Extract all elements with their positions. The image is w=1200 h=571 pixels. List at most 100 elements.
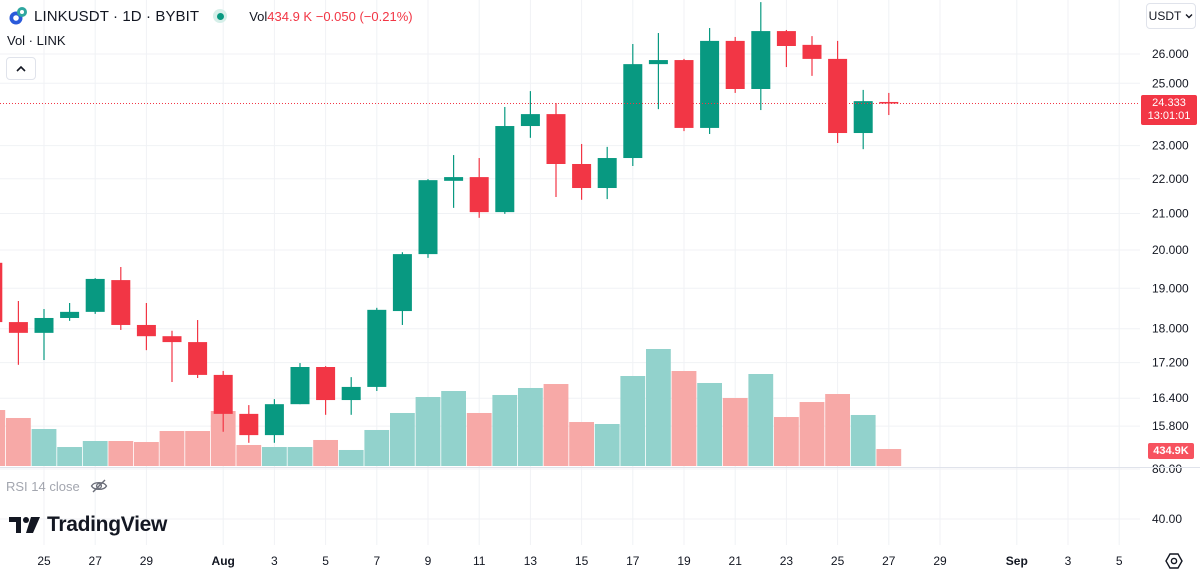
time-tick-label: 27 [89, 554, 103, 568]
candle-body [648, 60, 668, 65]
candle-body [418, 180, 438, 255]
rsi-tick-label: 40.00 [1152, 512, 1182, 526]
price-tick-label: 16.400 [1152, 391, 1189, 405]
time-tick-label: 5 [1116, 554, 1123, 568]
volume-bar [6, 417, 31, 466]
volume-bar [441, 391, 466, 466]
candle-body [392, 254, 412, 312]
candle-body [162, 336, 182, 343]
volume-bar [364, 429, 390, 466]
tradingview-logo[interactable]: TradingView [9, 513, 167, 537]
candle-body [469, 177, 489, 213]
time-tick-label: Sep [1006, 554, 1028, 568]
candle-body [674, 60, 694, 128]
volume-bar [620, 376, 646, 466]
bar-countdown: 13:01:01 [1147, 110, 1191, 122]
volume-bar [774, 417, 799, 466]
time-tick-label: 29 [140, 554, 154, 568]
time-tick-label: 3 [1065, 554, 1072, 568]
time-tick-label: 5 [322, 554, 329, 568]
volume-bar [338, 449, 364, 466]
volume-bar [313, 439, 338, 466]
volume-bar [697, 382, 722, 466]
time-tick-label: 27 [882, 554, 896, 568]
market-open-status-icon [213, 9, 228, 23]
time-tick-label: 19 [677, 554, 691, 568]
volume-bar [31, 429, 57, 466]
time-tick-label: 21 [729, 554, 743, 568]
price-tick-label: 15.800 [1152, 419, 1189, 433]
candle-body [316, 367, 336, 401]
time-tick-label: 25 [37, 554, 51, 568]
candle-body [597, 158, 617, 189]
rsi-legend: RSI 14 close [6, 478, 108, 494]
volume-bar [876, 449, 902, 466]
time-tick-label: 29 [933, 554, 947, 568]
tradingview-mark-icon [9, 517, 40, 533]
volume-bar [0, 410, 6, 466]
volume-bar [287, 447, 313, 466]
time-tick-label: 9 [425, 554, 432, 568]
candle-body [520, 114, 540, 127]
candle-body [776, 31, 796, 46]
candle-body [8, 322, 28, 333]
time-tick-label: Aug [212, 554, 235, 568]
price-change: −0.050 (−0.21%) [315, 8, 413, 24]
last-price-value: 24.333 [1152, 97, 1186, 109]
time-tick-label: 7 [373, 554, 380, 568]
time-tick-label: 3 [271, 554, 278, 568]
volume-bar [159, 431, 185, 466]
rsi-tick-label: 80.00 [1152, 462, 1182, 476]
candle-body [213, 374, 233, 414]
chevron-up-icon [16, 65, 26, 72]
candle-body [572, 163, 592, 189]
candle-body [341, 386, 361, 401]
volume-bar [82, 441, 108, 466]
candle-body [188, 342, 208, 375]
candle-body [802, 44, 822, 59]
collapse-legend-button[interactable] [6, 57, 36, 80]
candle-body [60, 311, 80, 318]
price-tick-label: 22.000 [1152, 172, 1189, 186]
rsi-title[interactable]: RSI 14 close [6, 478, 80, 494]
candle-body [34, 317, 54, 333]
candle-body [111, 280, 131, 325]
volume-bar [108, 441, 134, 466]
time-tick-label: 15 [575, 554, 589, 568]
volume-bar [722, 397, 748, 466]
candle-body [700, 40, 720, 128]
logo-text: TradingView [47, 513, 168, 536]
volume-bar [594, 424, 620, 466]
volume-bar [850, 414, 876, 466]
candle-body [290, 367, 310, 405]
volume-bar [262, 447, 287, 466]
candle-body [751, 31, 771, 89]
candle-body [367, 309, 387, 387]
price-tick-label: 25.000 [1152, 76, 1189, 90]
price-tick-label: 17.200 [1152, 356, 1189, 370]
volume-indicator-title[interactable]: Vol · LINK [7, 33, 66, 48]
price-tick-label: 23.000 [1152, 139, 1189, 153]
candle-body [495, 126, 515, 213]
candle-body [853, 101, 873, 134]
symbol-title[interactable]: LINKUSDT · 1D · BYBIT [34, 7, 200, 25]
volume-bar [466, 412, 492, 466]
volume-bar [646, 349, 671, 466]
volume-bar [492, 394, 518, 466]
volume-legend-label: Vol [249, 8, 268, 24]
candle-body [136, 324, 156, 337]
volume-bar [236, 444, 262, 466]
volume-bar [569, 422, 594, 466]
last-volume-label: 434.9K [1148, 443, 1194, 459]
price-tick-label: 18.000 [1152, 322, 1189, 336]
candle-body [85, 278, 105, 312]
eye-off-icon[interactable] [90, 478, 108, 494]
time-tick-label: 17 [626, 554, 640, 568]
time-tick-label: 25 [831, 554, 845, 568]
chart-settings-icon[interactable] [1164, 551, 1184, 571]
last-price-label: 24.333 13:01:01 [1141, 95, 1197, 125]
currency-dropdown[interactable]: USDT [1146, 3, 1196, 29]
time-tick-label: 23 [780, 554, 794, 568]
volume-bar [748, 374, 774, 466]
